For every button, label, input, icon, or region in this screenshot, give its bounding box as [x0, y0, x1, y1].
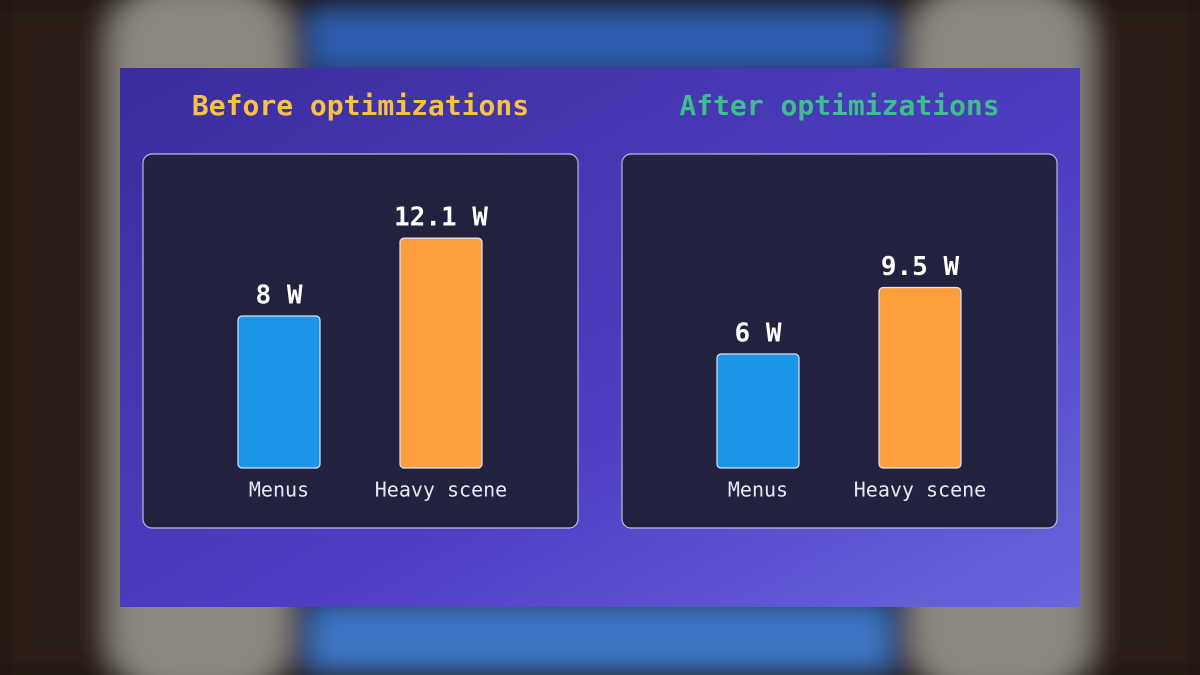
- value-label: 9.5 W: [881, 252, 960, 282]
- bar: [878, 286, 962, 469]
- category-label: Menus: [249, 478, 309, 502]
- category-label: Heavy scene: [854, 478, 986, 502]
- value-label: 12.1 W: [394, 203, 488, 233]
- value-label: 8 W: [256, 281, 303, 311]
- charts: Before optimizations 8 W Menus 12.1 W Heavy …: [142, 89, 1058, 529]
- category-label: Heavy scene: [375, 478, 507, 502]
- chart-box: [142, 153, 579, 529]
- bar: [716, 353, 800, 469]
- bar: [399, 237, 483, 469]
- chart-title: Before optimizations: [192, 89, 529, 122]
- chart-title: After optimizations: [679, 89, 999, 122]
- value-label: 6 W: [735, 319, 782, 349]
- category-label: Menus: [728, 478, 788, 502]
- bar: [237, 315, 321, 469]
- chart-box: [621, 153, 1058, 529]
